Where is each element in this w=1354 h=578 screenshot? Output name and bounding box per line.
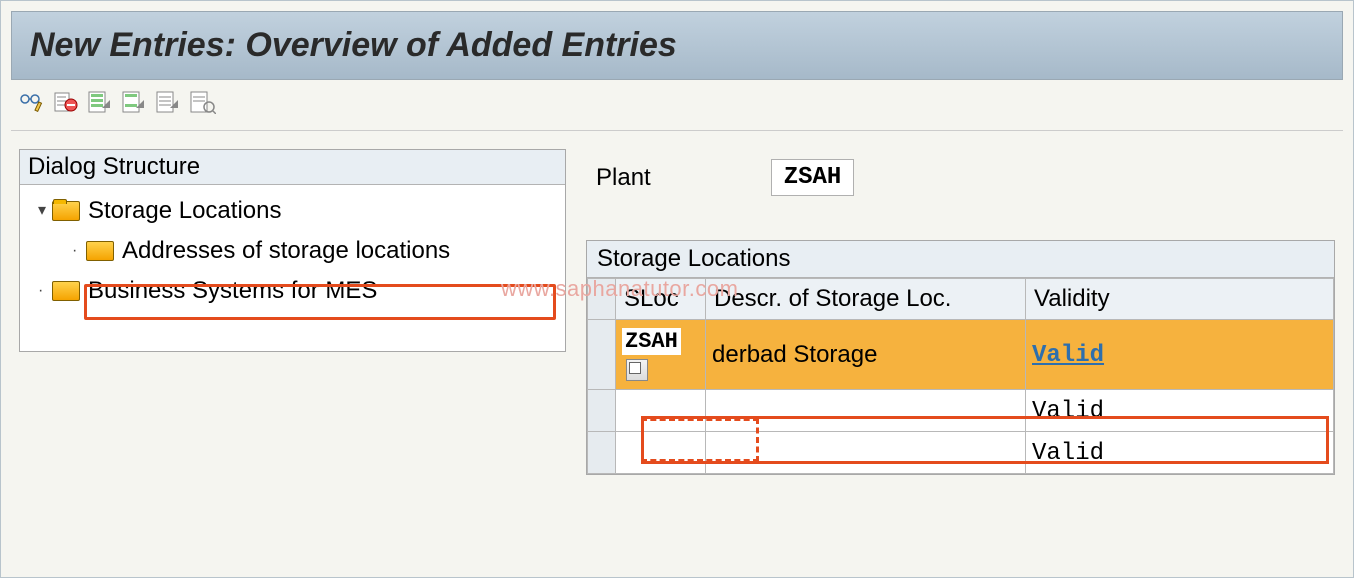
cell-sloc[interactable] — [616, 390, 706, 432]
glasses-pencil-icon[interactable] — [19, 88, 47, 116]
tree-item-label: Addresses of storage locations — [122, 233, 450, 269]
sloc-input[interactable]: ZSAH — [622, 328, 681, 355]
col-validity[interactable]: Validity — [1026, 279, 1334, 320]
validity-link[interactable]: Valid — [1032, 342, 1104, 369]
select-block-icon[interactable] — [121, 88, 149, 116]
tree-item-business-systems[interactable]: · Business Systems for MES — [24, 271, 561, 311]
table-row[interactable]: Valid — [588, 432, 1334, 474]
validity-text: Valid — [1032, 398, 1104, 425]
tree-header: Dialog Structure — [20, 150, 565, 185]
table-header-row: SLoc Descr. of Storage Loc. Validity — [588, 279, 1334, 320]
tree-item-label: Storage Locations — [88, 193, 281, 229]
validity-text: Valid — [1032, 440, 1104, 467]
bullet-icon: · — [38, 279, 48, 303]
row-selector[interactable] — [588, 320, 616, 390]
cell-descr[interactable] — [706, 390, 1026, 432]
cell-validity[interactable]: Valid — [1026, 390, 1334, 432]
row-selector[interactable] — [588, 390, 616, 432]
cell-descr[interactable]: derbad Storage — [706, 320, 1026, 390]
plant-label: Plant — [596, 164, 651, 192]
row-selector[interactable] — [588, 432, 616, 474]
f4-help-icon[interactable] — [626, 359, 648, 381]
folder-icon — [86, 241, 114, 261]
collapse-arrow-icon[interactable]: ▾ — [38, 199, 48, 223]
tree-item-label: Business Systems for MES — [88, 273, 377, 309]
config-print-icon[interactable] — [189, 88, 217, 116]
plant-value: ZSAH — [771, 159, 855, 196]
tree-body: ▾ Storage Locations · Addresses of stora… — [20, 185, 565, 351]
cell-descr[interactable] — [706, 432, 1026, 474]
folder-icon — [52, 281, 80, 301]
storage-locations-table: SLoc Descr. of Storage Loc. Validity ZSA… — [587, 278, 1334, 474]
cell-validity[interactable]: Valid — [1026, 320, 1334, 390]
col-sloc[interactable]: SLoc — [616, 279, 706, 320]
right-panel: Plant ZSAH Storage Locations SLoc Descr.… — [586, 149, 1353, 475]
folder-open-icon — [52, 201, 80, 221]
delimit-icon[interactable] — [53, 88, 81, 116]
tree-item-addresses[interactable]: · Addresses of storage locations — [24, 231, 561, 271]
content-area: Dialog Structure ▾ Storage Locations · A… — [11, 131, 1353, 475]
storage-locations-table-wrap: Storage Locations SLoc Descr. of Storage… — [586, 240, 1335, 475]
page-title: New Entries: Overview of Added Entries — [11, 11, 1343, 80]
left-panel: Dialog Structure ▾ Storage Locations · A… — [11, 149, 566, 475]
bullet-icon: · — [72, 239, 82, 263]
table-row[interactable]: Valid — [588, 390, 1334, 432]
table-row[interactable]: ZSAH derbad Storage Valid — [588, 320, 1334, 390]
rowheader-corner — [588, 279, 616, 320]
tree-item-storage-locations[interactable]: ▾ Storage Locations — [24, 191, 561, 231]
app-frame: New Entries: Overview of Added Entries — [0, 0, 1354, 578]
cell-validity[interactable]: Valid — [1026, 432, 1334, 474]
cell-sloc[interactable] — [616, 432, 706, 474]
col-descr[interactable]: Descr. of Storage Loc. — [706, 279, 1026, 320]
select-all-icon[interactable] — [87, 88, 115, 116]
deselect-all-icon[interactable] — [155, 88, 183, 116]
app-toolbar — [11, 80, 1343, 131]
plant-row: Plant ZSAH — [586, 159, 1353, 196]
cell-sloc[interactable]: ZSAH — [616, 320, 706, 390]
table-title: Storage Locations — [587, 241, 1334, 278]
dialog-structure-tree: Dialog Structure ▾ Storage Locations · A… — [19, 149, 566, 352]
